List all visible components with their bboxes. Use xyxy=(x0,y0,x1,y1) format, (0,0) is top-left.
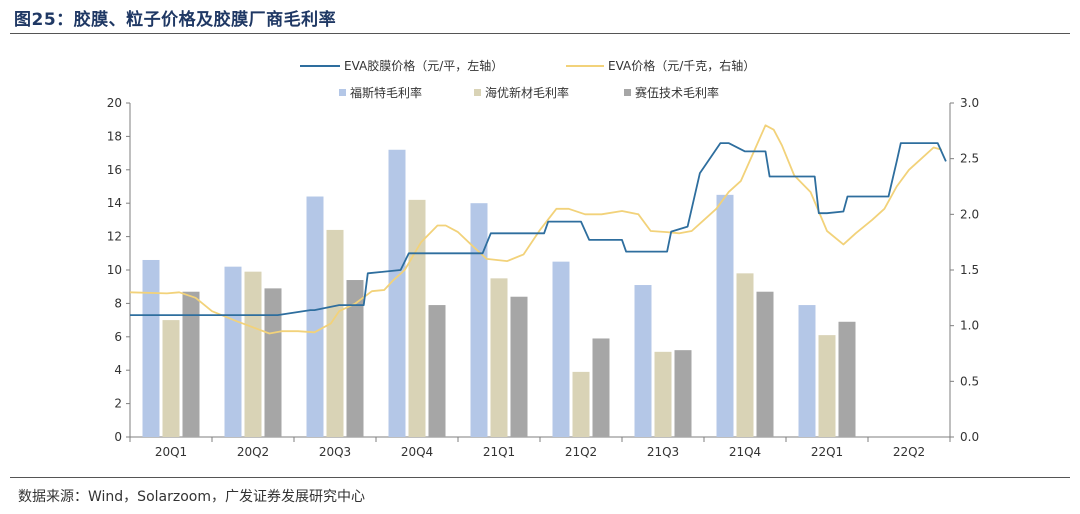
bar-3-21Q1 xyxy=(510,296,528,437)
x-tick-label: 21Q2 xyxy=(565,445,597,459)
left-tick-label: 8 xyxy=(114,296,122,310)
right-tick-label: 2.5 xyxy=(960,152,979,166)
bar-1-20Q4 xyxy=(388,149,406,437)
left-tick-label: 16 xyxy=(107,163,122,177)
bar-3-20Q1 xyxy=(182,291,200,437)
legend-bar1-swatch xyxy=(339,89,346,96)
legend-bar2-swatch xyxy=(474,89,481,96)
bar-2-20Q1 xyxy=(162,320,180,437)
bar-2-21Q3 xyxy=(654,351,672,437)
bar-3-22Q1 xyxy=(838,321,856,437)
bottom-rule xyxy=(10,477,1070,478)
left-tick-label: 2 xyxy=(114,397,122,411)
bar-2-22Q1 xyxy=(818,335,836,437)
bar-2-21Q2 xyxy=(572,371,590,437)
bar-2-20Q2 xyxy=(244,271,262,437)
left-tick-label: 0 xyxy=(114,430,122,444)
bar-1-21Q1 xyxy=(470,203,488,437)
top-rule xyxy=(10,33,1070,34)
bar-1-21Q2 xyxy=(552,261,570,437)
eva-resin-price-line xyxy=(129,124,943,335)
x-tick-label: 20Q1 xyxy=(155,445,187,459)
left-tick-label: 6 xyxy=(114,330,122,344)
right-tick-label: 0.5 xyxy=(960,374,979,388)
eva-film-price-line xyxy=(130,142,947,316)
bars xyxy=(142,149,856,437)
bar-2-21Q1 xyxy=(490,278,508,437)
bar-3-21Q2 xyxy=(592,338,610,437)
bar-3-20Q3 xyxy=(346,280,364,437)
axes: 0 2 4 6 8 10 12 14 16 18 20 0.0 0.5 1.0 1.5 2.0 2.5 3.0 20… xyxy=(107,96,979,459)
right-tick-label: 2.0 xyxy=(960,207,979,221)
figure-title: 图25：胶膜、粒子价格及胶膜厂商毛利率 xyxy=(14,10,337,30)
source-note: 数据来源：Wind，Solarzoom，广发证券发展研究中心 xyxy=(18,489,365,505)
x-tick-label: 20Q4 xyxy=(401,445,433,459)
x-tick-label: 21Q1 xyxy=(483,445,515,459)
legend-bar3-label: 赛伍技术毛利率 xyxy=(635,85,719,100)
bar-1-21Q4 xyxy=(716,194,734,437)
x-tick-label: 21Q4 xyxy=(729,445,761,459)
legend-bar3-swatch xyxy=(624,89,631,96)
bar-3-21Q4 xyxy=(756,291,774,437)
x-tick-label: 20Q3 xyxy=(319,445,351,459)
bar-2-20Q4 xyxy=(408,199,426,437)
left-tick-label: 18 xyxy=(107,129,122,143)
x-tick-label: 21Q3 xyxy=(647,445,679,459)
left-tick-label: 12 xyxy=(107,230,122,244)
left-tick-label: 14 xyxy=(107,196,122,210)
bar-1-20Q3 xyxy=(306,196,324,437)
legend: EVA胶膜价格（元/平，左轴） EVA价格（元/千克，右轴） 福斯特毛利率 海优… xyxy=(300,58,755,100)
x-tick-label: 22Q1 xyxy=(811,445,843,459)
right-tick-label: 3.0 xyxy=(960,96,979,110)
bar-1-20Q1 xyxy=(142,259,160,437)
bar-1-20Q2 xyxy=(224,266,242,437)
bar-2-20Q3 xyxy=(326,229,344,437)
x-tick-label: 20Q2 xyxy=(237,445,269,459)
legend-bar1-label: 福斯特毛利率 xyxy=(350,85,422,100)
bar-3-21Q3 xyxy=(674,350,692,437)
bar-2-21Q4 xyxy=(736,273,754,437)
legend-line2-label: EVA价格（元/千克，右轴） xyxy=(608,58,755,73)
right-tick-label: 0.0 xyxy=(960,430,979,444)
lines xyxy=(129,124,947,335)
bar-1-22Q1 xyxy=(798,305,816,437)
x-tick-label: 22Q2 xyxy=(893,445,925,459)
left-tick-label: 4 xyxy=(114,363,122,377)
legend-line1-label: EVA胶膜价格（元/平，左轴） xyxy=(344,58,503,73)
right-tick-label: 1.0 xyxy=(960,319,979,333)
bar-3-20Q2 xyxy=(264,288,282,437)
bar-3-20Q4 xyxy=(428,305,446,437)
right-tick-label: 1.5 xyxy=(960,263,979,277)
left-tick-label: 10 xyxy=(107,263,122,277)
left-tick-label: 20 xyxy=(107,96,122,110)
legend-bar2-label: 海优新材毛利率 xyxy=(485,85,569,100)
bar-1-21Q3 xyxy=(634,285,652,437)
